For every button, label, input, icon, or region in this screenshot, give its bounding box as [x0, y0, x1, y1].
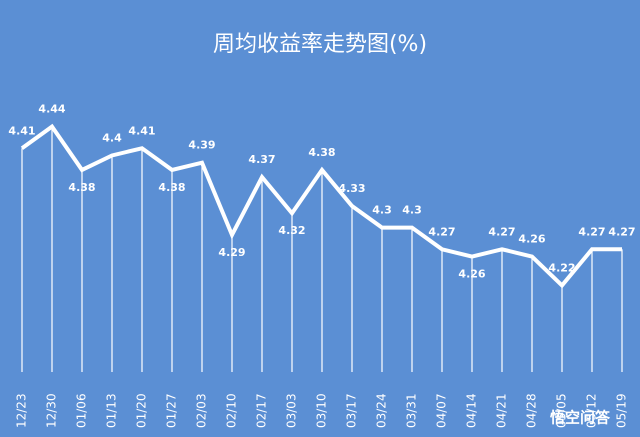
value-label: 4.32 — [278, 224, 305, 237]
value-label: 4.22 — [548, 261, 575, 274]
value-label: 4.41 — [8, 124, 35, 137]
x-tick-label: 03/03 — [285, 393, 299, 428]
x-tick-label: 04/28 — [525, 393, 539, 428]
x-tick-label: 05/19 — [615, 393, 629, 428]
x-tick-label: 05/05 — [555, 393, 569, 428]
x-tick-label: 04/21 — [495, 393, 509, 428]
x-tick-label: 02/03 — [195, 393, 209, 428]
x-tick-label: 01/13 — [105, 393, 119, 428]
x-tick-label: 02/10 — [225, 393, 239, 428]
x-tick-label: 04/07 — [435, 393, 449, 428]
value-label: 4.37 — [248, 153, 275, 166]
x-tick-label: 03/24 — [375, 393, 389, 428]
value-label: 4.38 — [308, 146, 335, 159]
value-label: 4.27 — [608, 225, 635, 238]
line — [20, 123, 622, 289]
chart-title: 周均收益率走势图(%) — [213, 32, 427, 57]
x-tick-label: 01/06 — [75, 393, 89, 428]
value-label: 4.33 — [338, 182, 365, 195]
x-tick-label: 12/30 — [45, 393, 59, 428]
value-label: 4.38 — [68, 181, 95, 194]
value-label: 4.39 — [188, 139, 215, 152]
x-tick-label: 01/20 — [135, 393, 149, 428]
value-label: 4.27 — [428, 225, 455, 238]
value-label: 4.41 — [128, 124, 155, 137]
value-label: 4.44 — [38, 103, 65, 116]
value-label: 4.38 — [158, 181, 185, 194]
value-label: 4.27 — [578, 225, 605, 238]
value-label: 4.26 — [458, 268, 485, 281]
x-tick-label: 03/10 — [315, 393, 329, 428]
x-tick-label: 05/12 — [585, 393, 599, 428]
x-tick-label: 12/23 — [15, 393, 29, 428]
value-label: 4.3 — [402, 204, 422, 217]
value-label: 4.27 — [488, 225, 515, 238]
x-tick-label: 01/27 — [165, 393, 179, 428]
x-tick-label: 03/17 — [345, 393, 359, 428]
x-tick-label: 02/17 — [255, 393, 269, 428]
value-label: 4.4 — [102, 131, 122, 144]
x-tick-label: 04/14 — [465, 393, 479, 428]
watermark: 悟空问答 — [550, 409, 611, 427]
value-label: 4.3 — [372, 204, 392, 217]
value-label: 4.29 — [218, 246, 245, 259]
x-tick-label: 03/31 — [405, 393, 419, 428]
value-label: 4.26 — [518, 233, 545, 246]
